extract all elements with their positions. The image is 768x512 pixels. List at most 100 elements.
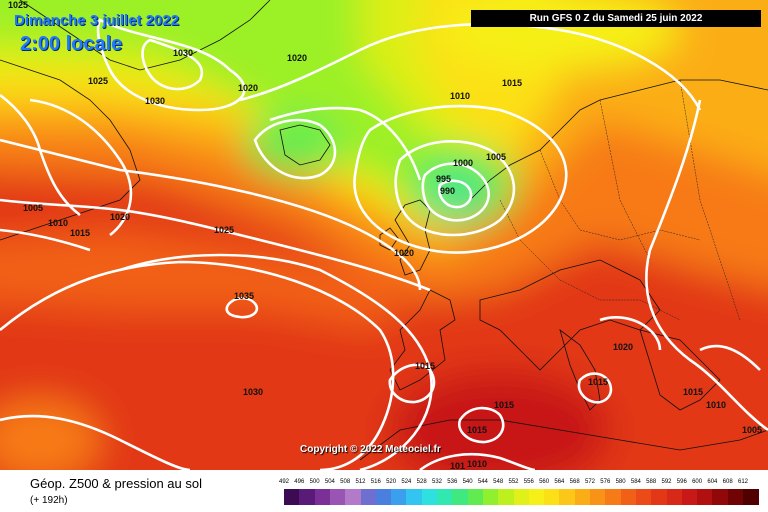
scale-swatch [314,489,331,505]
scale-tick-label: 556 [523,479,534,485]
legend-subtitle: (+ 192h) [30,495,68,506]
scale-tick-label: 612 [737,479,748,485]
isobar-label: 1015 [494,400,515,410]
geopotential-field [0,0,768,470]
scale-tick-label: 520 [386,479,397,485]
scale-tick-label: 552 [508,479,519,485]
scale-swatch [406,489,423,505]
scale-tick-label: 544 [477,479,488,485]
scale-swatch [467,489,484,505]
isobar-label: 1015 [415,361,436,371]
scale-swatch [360,489,377,505]
scale-swatch [559,489,576,505]
scale-swatch [284,489,300,505]
isobar-label: 1015 [588,377,609,387]
scale-tick-label: 580 [615,479,626,485]
scale-tick-label: 584 [630,479,641,485]
isobar-label: 1015 [467,425,488,435]
isobar-label: 1020 [110,212,131,222]
isobar-label: 1005 [742,425,763,435]
scale-swatch [498,489,514,505]
scale-tick-label: 596 [676,479,687,485]
scale-swatch [391,489,407,505]
scale-swatch [437,489,453,505]
color-scale: 492 496 500 504 508 512 516 520 524 528 532 536 540 5… [279,479,759,507]
isobar-label: 1035 [234,291,255,301]
scale-swatch [605,489,622,505]
isobar-label: 1010 [450,91,471,101]
scale-tick-label: 588 [646,479,657,485]
isobar-label: 1010 [706,400,727,410]
isobar-label: 1010 [467,459,488,469]
scale-tick-label: 536 [447,479,458,485]
isobar-label: 1015 [70,228,91,238]
scale-swatch [345,489,361,505]
scale-swatch [651,489,667,505]
isobar-label: 1020 [613,342,634,352]
isobar-label: 1020 [287,53,308,63]
scale-tick-label: 576 [600,479,611,485]
isobar-label: 990 [440,186,456,196]
scale-swatch [590,489,606,505]
scale-tick-label: 516 [370,479,381,485]
scale-swatch [697,489,713,505]
scale-tick-label: 592 [661,479,672,485]
forecast-date: Dimanche 3 juillet 2022 [14,12,180,29]
scale-tick-label: 532 [431,479,442,485]
isobar-label: 1020 [394,248,415,258]
isobar-label: 1030 [243,387,264,397]
borders [499,79,741,321]
forecast-time: 2:00 locale [20,33,123,55]
scale-swatch [452,489,469,505]
scale-swatch [329,489,346,505]
scale-swatch [528,489,545,505]
scale-swatch [299,489,316,505]
scale-swatch [635,489,652,505]
model-run-label: Run GFS 0 Z du Samedi 25 juin 2022 [471,10,761,27]
scale-swatch [727,489,744,505]
isobar-label: 1010 [48,218,69,228]
scale-swatch [712,489,729,505]
scale-swatch [743,489,759,505]
scale-swatch [482,489,499,505]
isobar-label: 1025 [214,225,235,235]
scale-tick-label: 608 [722,479,733,485]
scale-tick-label: 508 [340,479,351,485]
isobar-label: 1000 [453,158,474,168]
isobar-label: 1015 [683,387,704,397]
scale-tick-label: 600 [692,479,703,485]
isobar-lines [0,18,768,470]
isobar-label: 995 [436,174,452,184]
scale-tick-label: 512 [355,479,366,485]
scale-tick-label: 568 [569,479,580,485]
map-canvas [0,0,768,470]
isobar-label: 1030 [173,48,194,58]
scale-swatch [544,489,560,505]
scale-swatch [513,489,530,505]
legend-panel: Géop. Z500 & pression au sol (+ 192h) 49… [0,470,768,512]
scale-tick-label: 496 [294,479,305,485]
isobar-label: 1005 [486,152,507,162]
weather-map: 1025 1030 1030 1025 1020 1020 1010 1015 … [0,0,768,470]
scale-tick-label: 528 [416,479,427,485]
isobar-label: 1030 [145,96,166,106]
scale-tick-label: 500 [309,479,320,485]
scale-tick-label: 492 [278,479,289,485]
isobar-label: 1025 [88,76,109,86]
legend-title: Géop. Z500 & pression au sol [30,476,202,491]
scale-tick-label: 524 [401,479,412,485]
isobar-label: 1025 [8,0,29,10]
scale-tick-label: 604 [707,479,718,485]
isobar-label: 1015 [502,78,523,88]
isobar-label: 1020 [238,83,259,93]
isobar-label: 101 [450,461,466,470]
scale-swatch [666,489,683,505]
isobar-label: 1005 [23,203,44,213]
scale-swatch [375,489,392,505]
scale-swatch [574,489,591,505]
scale-tick-label: 540 [462,479,473,485]
copyright-notice: Copyright © 2022 Meteociel.fr [300,444,441,455]
scale-tick-label: 572 [584,479,595,485]
scale-tick-label: 504 [324,479,335,485]
scale-tick-label: 564 [554,479,565,485]
